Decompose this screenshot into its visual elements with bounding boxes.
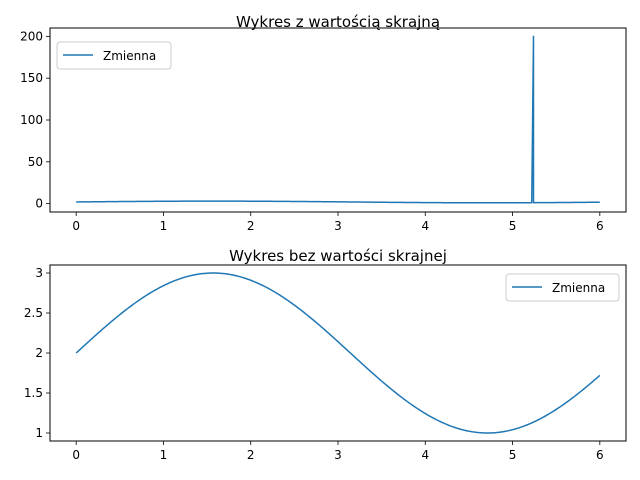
top-x-tick-label: 3	[334, 219, 342, 233]
top-legend-box	[56, 41, 172, 70]
bottom-axes-frame	[49, 264, 627, 442]
top-y-tick-label: 0	[35, 197, 43, 211]
bottom-y-tick-label: 1	[35, 426, 43, 440]
bottom-x-tick-label: 6	[596, 448, 604, 462]
bottom-y-tick-label: 2	[35, 346, 43, 360]
top-x-tick-label: 4	[421, 219, 429, 233]
bottom-legend-label: Zmienna	[552, 281, 605, 295]
top-y-tick-label: 150	[20, 71, 43, 85]
top-x-tick-label: 6	[596, 219, 604, 233]
bottom-plot-area: 0 1 2 3 4 5 6 1 1.5 2 2.5 3	[24, 266, 604, 462]
bottom-y-tick-label: 3	[35, 266, 43, 280]
top-subplot: Wykres z wartością skrajną 0 1 2 3 4 5 6 0 50 100…	[20, 13, 627, 233]
top-legend-label: Zmienna	[103, 49, 156, 63]
top-axes-frame	[49, 27, 627, 213]
bottom-x-tick-label: 2	[247, 448, 255, 462]
bottom-chart-title: Wykres bez wartości skrajnej	[229, 247, 447, 265]
bottom-x-tick-label: 3	[334, 448, 342, 462]
bottom-series-line	[75, 272, 601, 434]
top-y-tick-label: 100	[20, 113, 43, 127]
bottom-x-tick-label: 4	[421, 448, 429, 462]
top-series-line	[76, 35, 600, 204]
top-legend: Zmienna	[56, 41, 172, 70]
top-x-tick-label: 2	[247, 219, 255, 233]
top-x-tick-label: 0	[72, 219, 80, 233]
top-chart-title: Wykres z wartością skrajną	[236, 13, 440, 31]
top-x-tick-label: 5	[509, 219, 517, 233]
bottom-x-tick-label: 5	[509, 448, 517, 462]
bottom-x-tick-label: 1	[160, 448, 168, 462]
top-y-tick-label: 50	[28, 155, 43, 169]
top-plot-area: 0 1 2 3 4 5 6 0 50 100 150 200	[20, 29, 604, 233]
bottom-legend: Zmienna	[505, 273, 620, 302]
top-x-tick-label: 1	[160, 219, 168, 233]
bottom-legend-box	[505, 273, 620, 302]
top-y-tick-label: 200	[20, 29, 43, 43]
bottom-x-tick-label: 0	[72, 448, 80, 462]
bottom-subplot: Wykres bez wartości skrajnej 0 1 2 3 4 5 6 1 1.5…	[24, 247, 627, 462]
bottom-y-tick-label: 2.5	[24, 306, 43, 320]
bottom-y-tick-label: 1.5	[24, 386, 43, 400]
